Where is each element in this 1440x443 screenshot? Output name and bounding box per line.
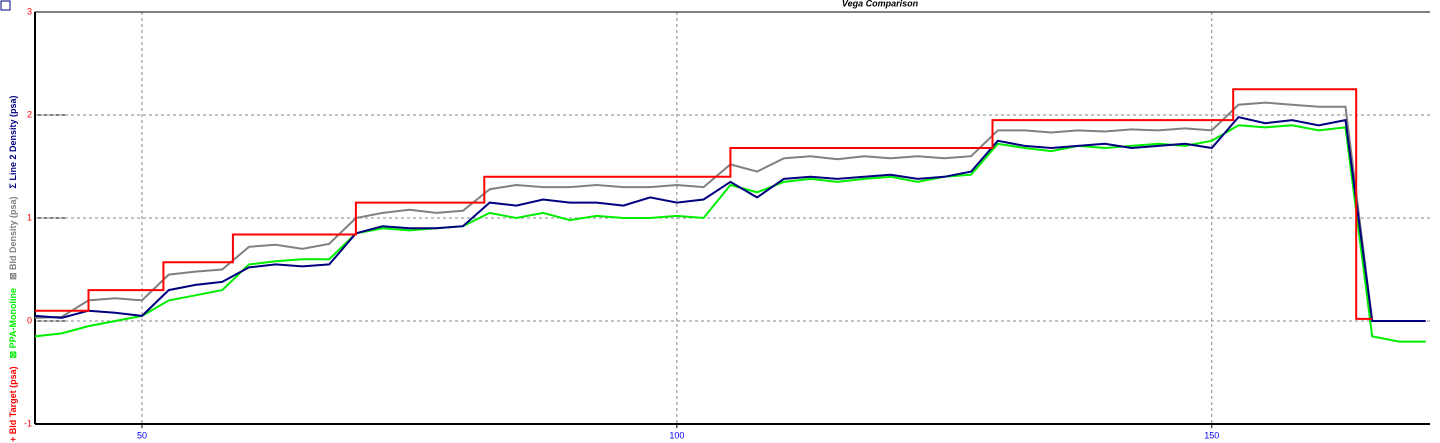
series-line [35,88,1373,320]
x-tick-label: 100 [669,430,684,440]
window-icon [0,0,11,11]
legend-entry: + Bld Target (psa) [8,366,18,442]
x-tick-label: 50 [137,430,147,440]
legend-entry: Σ Line 2 Density (psa) [8,96,18,189]
y-tick-label: 2 [27,109,32,119]
legend-entry: ⊠ Bld Density (psa) [8,196,18,280]
series-line [34,115,1426,322]
legend: + Bld Target (psa) ⊠ PPA-Monoline ⊠ Bld De… [8,96,18,442]
legend-entry: ⊠ PPA-Monoline [8,288,18,358]
chart-title: Vega Comparison [842,0,919,8]
series-line [34,101,1426,322]
y-tick-label: 3 [27,6,32,16]
y-tick-label: 0 [27,315,32,325]
y-tick-label: -1 [24,418,32,428]
y-tick-label: 1 [27,212,32,222]
x-tick-label: 150 [1204,430,1219,440]
